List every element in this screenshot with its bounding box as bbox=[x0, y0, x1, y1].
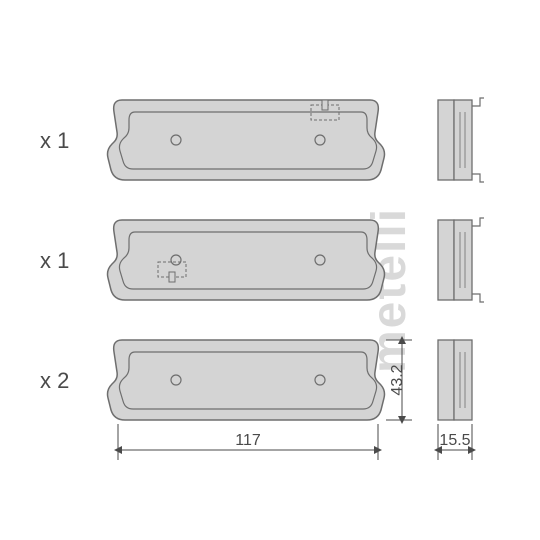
dim-height-value: 43.2 bbox=[389, 364, 406, 395]
pad-row-2 bbox=[108, 220, 385, 300]
qty-label-1: x 1 bbox=[40, 128, 69, 154]
sensor-tab-1 bbox=[322, 100, 328, 110]
dim-width-value: 117 bbox=[235, 432, 261, 449]
side-view-1 bbox=[438, 98, 484, 182]
dim-thickness-value: 15.5 bbox=[439, 432, 470, 449]
dim-thickness: 15.5 bbox=[438, 424, 472, 460]
dim-width: 117 bbox=[118, 424, 378, 460]
sensor-tab-2 bbox=[169, 272, 175, 282]
pad-row-1 bbox=[108, 100, 385, 180]
side-view-3 bbox=[438, 340, 472, 420]
pad-row-3 bbox=[108, 340, 385, 420]
qty-label-3: x 2 bbox=[40, 368, 69, 394]
qty-label-2: x 1 bbox=[40, 248, 69, 274]
side-view-2 bbox=[438, 218, 484, 302]
